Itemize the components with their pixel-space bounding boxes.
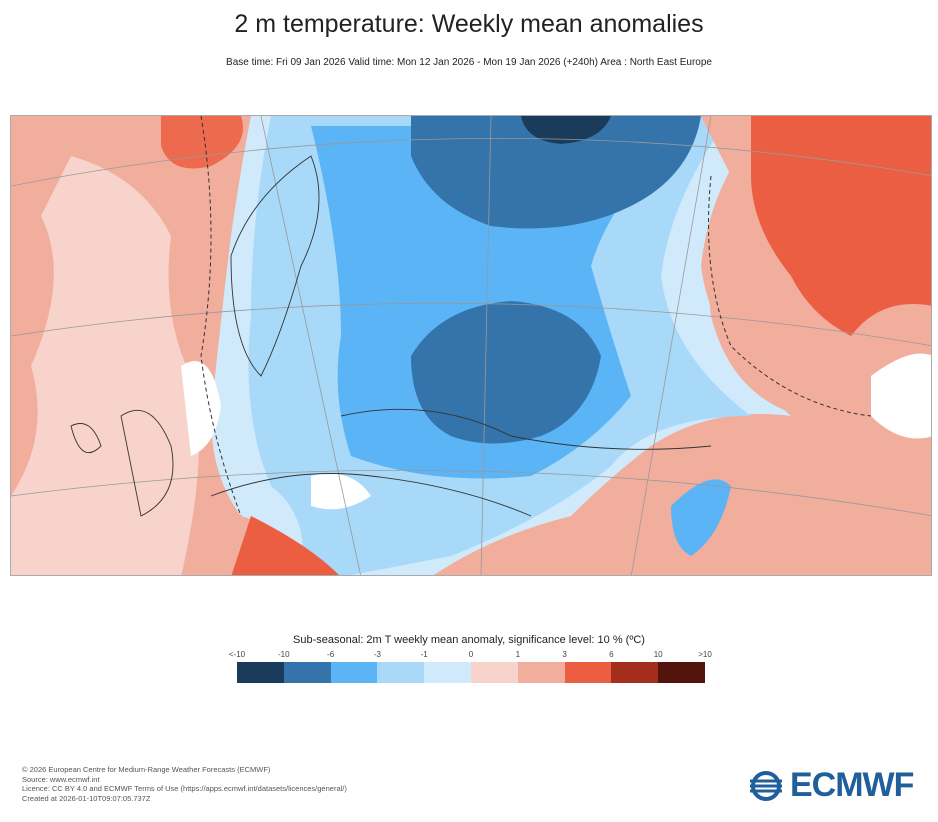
colorbar-swatch [377,662,425,683]
ecmwf-logo: ECMWF [746,766,914,805]
footer: © 2026 European Centre for Medium-Range … [22,765,347,803]
ecmwf-logo-icon [750,770,782,801]
anomaly-map [10,115,932,576]
legend-tick: 10 [653,650,663,659]
page-title: 2 m temperature: Weekly mean anomalies [234,10,704,38]
copyright: © 2026 European Centre for Medium-Range … [22,765,271,774]
licence[interactable]: Licence: CC BY 4.0 and ECMWF Terms of Us… [22,784,347,793]
colorbar-swatch [517,662,565,683]
legend-tick: -1 [420,650,428,659]
legend-tick: 0 [468,650,474,659]
colorbar-swatch [330,662,378,683]
colorbar-swatch [658,662,705,683]
created-at: Created at 2026-01-10T09:07:05.737Z [22,793,151,803]
logo-text: ECMWF [790,766,914,804]
legend-title: Sub-seasonal: 2m T weekly mean anomaly, … [293,634,645,646]
legend-tick: -10 [278,650,290,659]
legend-tick: 6 [609,650,614,659]
legend-tick: -6 [327,650,335,659]
source[interactable]: Source: www.ecmwf.int [22,774,100,784]
legend-tick: -3 [373,650,381,659]
legend-tick: 1 [515,650,521,659]
colorbar-swatch [424,662,471,683]
colorbar-swatch [237,662,284,683]
legend-tick: >10 [698,650,712,659]
legend-tick: <-10 [228,650,246,659]
legend-tick: 3 [562,650,567,659]
colorbar-swatch [611,662,659,683]
legend-ticks: <-10 -10 -6 -3 -1 0 1 3 6 10 >10 [229,650,712,662]
subtitle: Base time: Fri 09 Jan 2026 Valid time: M… [226,57,712,68]
colorbar-swatch [283,662,331,683]
colorbar [237,662,705,683]
colorbar-swatch [564,662,612,683]
colorbar-swatch [470,662,518,683]
